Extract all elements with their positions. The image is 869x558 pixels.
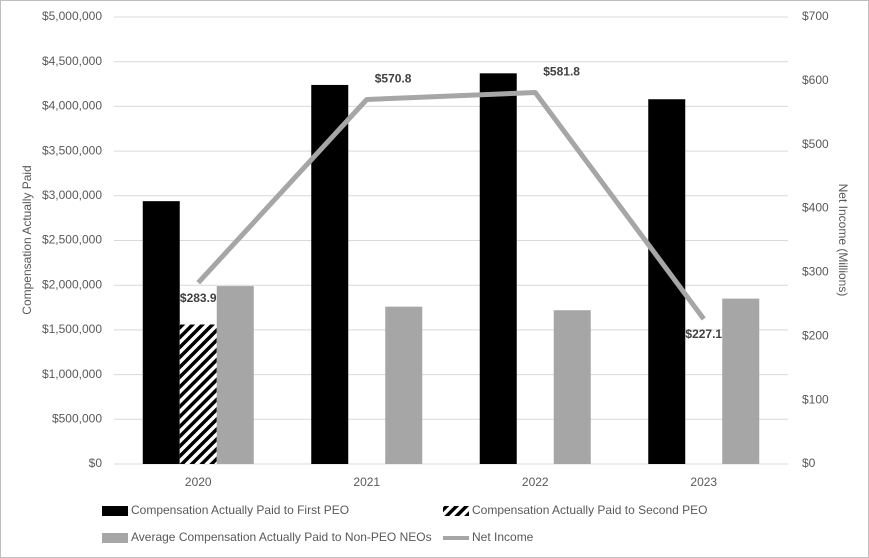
y-tick-label: $500,000: [52, 411, 102, 425]
y2-tick-label: $300: [802, 265, 829, 279]
y-tick-label: $5,000,000: [42, 9, 102, 23]
y-tick-label: $3,000,000: [42, 188, 102, 202]
bar: [311, 84, 349, 464]
y2-tick-label: $700: [802, 9, 829, 23]
legend-label: Net Income: [472, 530, 534, 544]
y2-tick-label: $100: [802, 392, 829, 406]
y-tick-label: $1,000,000: [42, 367, 102, 381]
y-tick-label: $1,500,000: [42, 322, 102, 336]
legend-label: Compensation Actually Paid to Second PEO: [472, 503, 707, 517]
x-tick-label: 2023: [690, 475, 717, 489]
legend-swatch: [102, 506, 128, 516]
data-label: $283.9: [180, 291, 217, 305]
y2-tick-label: $400: [802, 201, 829, 215]
y2-tick-label: $0: [802, 456, 816, 470]
data-label: $227.1: [685, 327, 722, 341]
x-tick-label: 2021: [353, 475, 380, 489]
y-axis-title: Compensation Actually Paid: [20, 165, 34, 314]
y2-tick-label: $600: [802, 73, 829, 87]
bar: [553, 310, 591, 464]
y2-axis-title: Net Income (Millions): [836, 184, 850, 297]
y-tick-label: $0: [89, 456, 103, 470]
line: [196, 89, 706, 321]
legend-swatch: [102, 533, 128, 543]
y-tick-label: $2,500,000: [42, 233, 102, 247]
bar: [479, 73, 517, 465]
x-tick-label: 2022: [522, 475, 549, 489]
y-tick-label: $4,500,000: [42, 54, 102, 68]
bar: [385, 306, 423, 464]
bar: [722, 298, 760, 464]
bar: [142, 201, 180, 464]
bar: [216, 286, 254, 464]
legend-swatch: [443, 506, 469, 516]
bar: [648, 99, 686, 465]
y-tick-label: $2,000,000: [42, 277, 102, 291]
legend-label: Average Compensation Actually Paid to No…: [131, 530, 432, 544]
y2-tick-label: $200: [802, 328, 829, 342]
bar: [179, 324, 217, 464]
data-label: $570.8: [375, 72, 412, 86]
y-tick-label: $3,500,000: [42, 143, 102, 157]
x-tick-label: 2020: [185, 475, 212, 489]
y-tick-label: $4,000,000: [42, 99, 102, 113]
y2-tick-label: $500: [802, 137, 829, 151]
legend-label: Compensation Actually Paid to First PEO: [131, 503, 349, 517]
data-label: $581.8: [543, 65, 580, 79]
